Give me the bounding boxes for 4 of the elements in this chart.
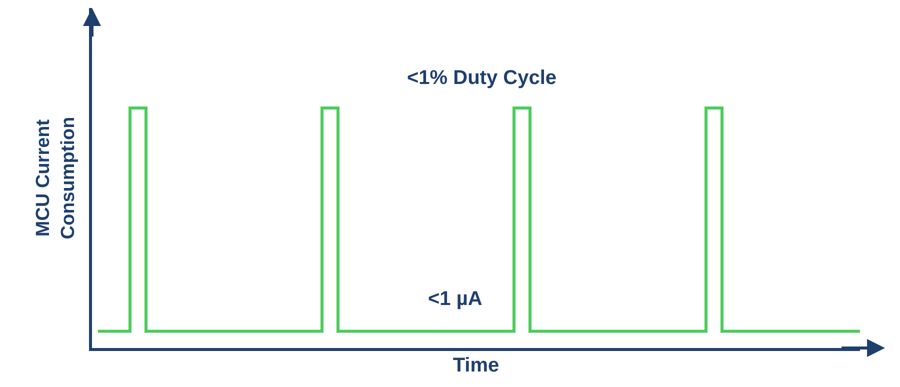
text: <1% Duty Cycle [407, 67, 557, 89]
y-axis-title: MCU Current Consumption [33, 116, 79, 240]
annotation: <1 µA [428, 288, 482, 310]
x-axis-title: Time [452, 354, 500, 376]
